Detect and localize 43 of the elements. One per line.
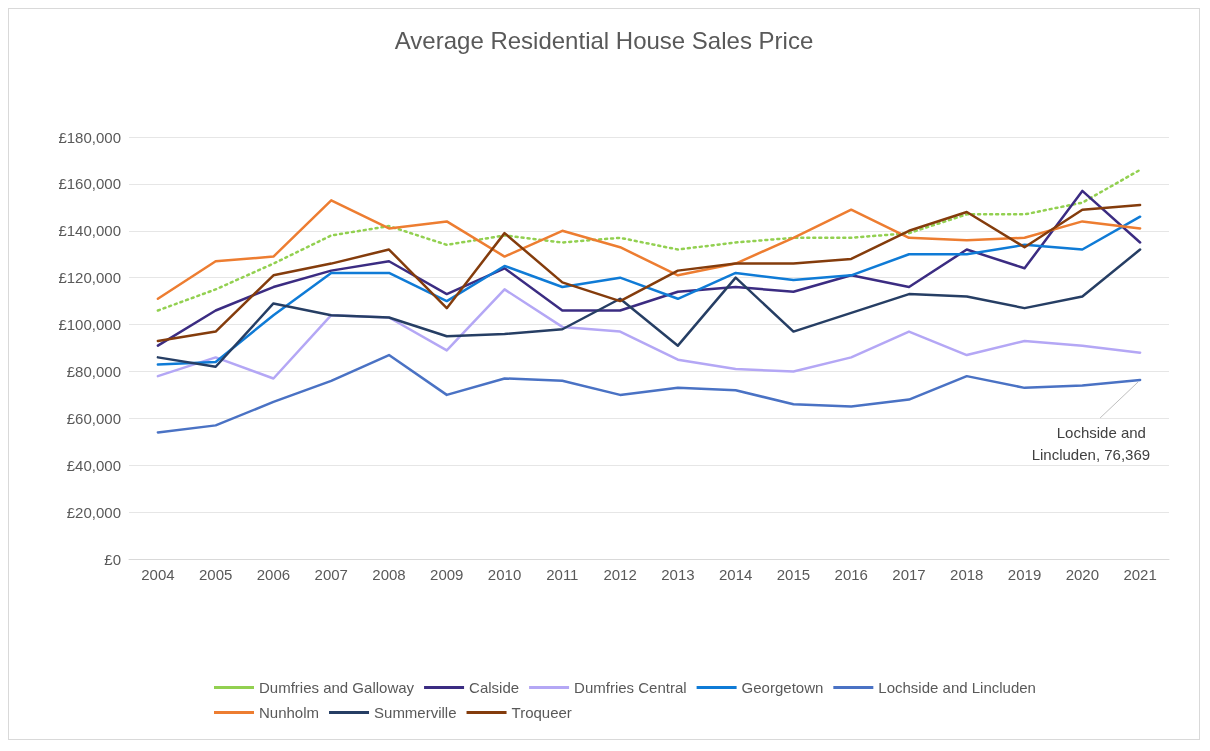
- legend-label: Georgetown: [741, 679, 824, 696]
- x-tick-label: 2010: [487, 566, 522, 583]
- x-tick-label: 2019: [1007, 566, 1042, 583]
- y-tick-label: £120,000: [58, 269, 121, 287]
- x-tick-label: 2012: [603, 566, 637, 583]
- line-series: [156, 168, 1142, 312]
- x-tick-label: 2006: [256, 566, 291, 583]
- x-tick-label: 2014: [718, 566, 753, 583]
- x-tick-label: 2021: [1123, 566, 1157, 583]
- y-tick-label: £140,000: [58, 222, 121, 240]
- y-tick-label: £40,000: [66, 456, 121, 474]
- legend-label: Summerville: [374, 704, 457, 721]
- legend-label: Lochside and Lincluden: [878, 679, 1036, 696]
- x-tick-label: 2009: [430, 566, 464, 583]
- legend-label: Troqueer: [511, 704, 572, 721]
- x-tick-label: 2005: [198, 566, 233, 583]
- line-series: [156, 199, 1142, 301]
- y-tick-label: £100,000: [58, 316, 121, 334]
- x-tick-label: 2013: [661, 566, 695, 583]
- annotation: Lochside and Lincluden, 76,369: [1031, 424, 1151, 464]
- x-tick-label: 2007: [314, 566, 348, 583]
- legend-label: Calside: [469, 679, 520, 696]
- y-tick-label: £180,000: [58, 128, 121, 146]
- y-tick-label: £80,000: [66, 362, 121, 380]
- x-tick-label: 2017: [892, 566, 926, 583]
- y-tick-label: £160,000: [58, 175, 121, 193]
- line-series: [156, 248, 1142, 369]
- x-tick-label: 2016: [834, 566, 868, 583]
- line-series: [156, 215, 1142, 366]
- y-tick-label: £0: [104, 550, 121, 568]
- legend-label: Nunholm: [259, 704, 320, 721]
- x-tick-label: 2020: [1065, 566, 1100, 583]
- x-tick-label: 2018: [950, 566, 984, 583]
- x-tick-label: 2015: [776, 566, 811, 583]
- line-series: [156, 288, 1142, 380]
- y-tick-label: £20,000: [66, 503, 121, 521]
- x-tick-label: 2011: [546, 566, 579, 583]
- x-tick-label: 2008: [372, 566, 406, 583]
- y-tick-label: £60,000: [66, 409, 121, 427]
- x-tick-label: 2004: [141, 566, 175, 583]
- chart-title: Average Residential House Sales Price: [394, 26, 814, 54]
- legend-label: Dumfries and Galloway: [259, 679, 415, 696]
- legend-label: Dumfries Central: [574, 679, 687, 696]
